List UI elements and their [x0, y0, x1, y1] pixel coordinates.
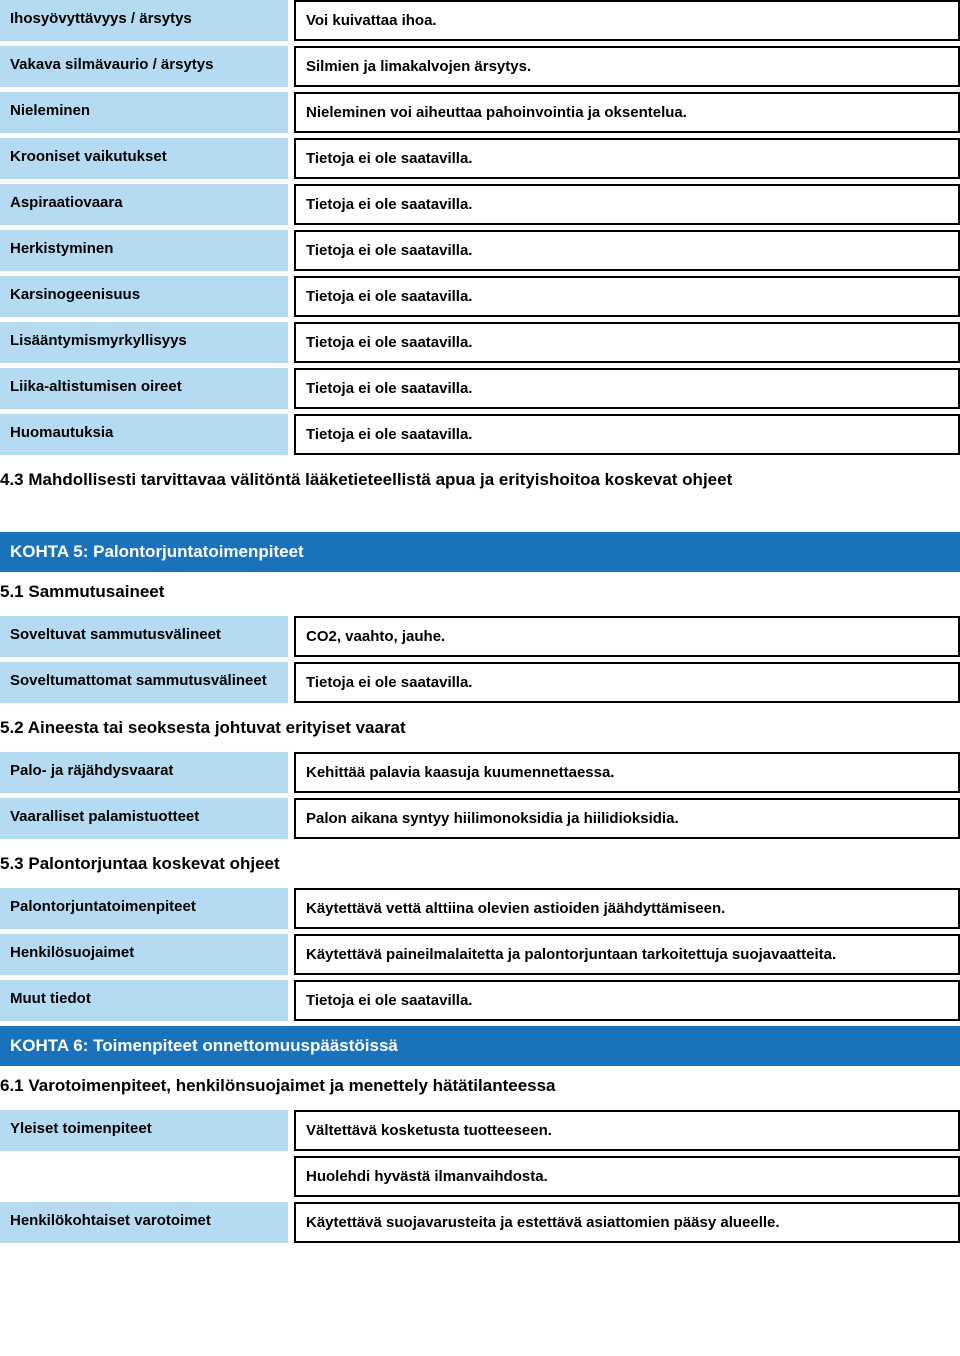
table-row: Muut tiedot Tietoja ei ole saatavilla. — [0, 980, 960, 1021]
row-label: Nieleminen — [0, 92, 288, 133]
row-label: Aspiraatiovaara — [0, 184, 288, 225]
row-label: Henkilösuojaimet — [0, 934, 288, 975]
row-value: Tietoja ei ole saatavilla. — [294, 368, 960, 409]
subheading-4-3: 4.3 Mahdollisesti tarvittavaa välitöntä … — [0, 460, 960, 504]
table-row: Nieleminen Nieleminen voi aiheuttaa paho… — [0, 92, 960, 133]
row-label: Yleiset toimenpiteet — [0, 1110, 288, 1151]
subheading-5-2: 5.2 Aineesta tai seoksesta johtuvat erit… — [0, 708, 960, 752]
row-label: Vaaralliset palamistuotteet — [0, 798, 288, 839]
subheading-5-1: 5.1 Sammutusaineet — [0, 572, 960, 616]
row-value: Tietoja ei ole saatavilla. — [294, 276, 960, 317]
row-value: Käytettävä vettä alttiina olevien astioi… — [294, 888, 960, 929]
row-value: Tietoja ei ole saatavilla. — [294, 322, 960, 363]
row-value: Voi kuivattaa ihoa. — [294, 0, 960, 41]
row-label: Karsinogeenisuus — [0, 276, 288, 317]
row-value: Nieleminen voi aiheuttaa pahoinvointia j… — [294, 92, 960, 133]
row-label: Vakava silmävaurio / ärsytys — [0, 46, 288, 87]
table-row: Soveltuvat sammutusvälineet CO2, vaahto,… — [0, 616, 960, 657]
row-value: CO2, vaahto, jauhe. — [294, 616, 960, 657]
row-label: Lisääntymismyrkyllisyys — [0, 322, 288, 363]
row-label: Herkistyminen — [0, 230, 288, 271]
table-row: Herkistyminen Tietoja ei ole saatavilla. — [0, 230, 960, 271]
row-value: Kehittää palavia kaasuja kuumennettaessa… — [294, 752, 960, 793]
row-value: Tietoja ei ole saatavilla. — [294, 662, 960, 703]
row-label: Huomautuksia — [0, 414, 288, 455]
row-label: Henkilökohtaiset varotoimet — [0, 1202, 288, 1243]
row-label: Muut tiedot — [0, 980, 288, 1021]
row-value: Käytettävä paineilmalaitetta ja palontor… — [294, 934, 960, 975]
row-value: Palon aikana syntyy hiilimonoksidia ja h… — [294, 798, 960, 839]
table-row: Yleiset toimenpiteet Vältettävä kosketus… — [0, 1110, 960, 1151]
row-label: Ihosyövyttävyys / ärsytys — [0, 0, 288, 41]
table-row: Lisääntymismyrkyllisyys Tietoja ei ole s… — [0, 322, 960, 363]
row-value: Huolehdi hyvästä ilmanvaihdosta. — [294, 1156, 960, 1197]
subheading-6-1: 6.1 Varotoimenpiteet, henkilönsuojaimet … — [0, 1066, 960, 1110]
table-row: Ihosyövyttävyys / ärsytys Voi kuivattaa … — [0, 0, 960, 41]
section-header-kohta6: KOHTA 6: Toimenpiteet onnettomuuspäästöi… — [0, 1026, 960, 1066]
table-row: Henkilökohtaiset varotoimet Käytettävä s… — [0, 1202, 960, 1243]
table-row: Palontorjuntatoimenpiteet Käytettävä vet… — [0, 888, 960, 929]
row-label: Liika-altistumisen oireet — [0, 368, 288, 409]
row-value: Tietoja ei ole saatavilla. — [294, 980, 960, 1021]
table-row: Henkilösuojaimet Käytettävä paineilmalai… — [0, 934, 960, 975]
row-label: Soveltuvat sammutusvälineet — [0, 616, 288, 657]
table-row: Huomautuksia Tietoja ei ole saatavilla. — [0, 414, 960, 455]
table-row: Aspiraatiovaara Tietoja ei ole saatavill… — [0, 184, 960, 225]
table-row: Palo- ja räjähdysvaarat Kehittää palavia… — [0, 752, 960, 793]
table-row: Liika-altistumisen oireet Tietoja ei ole… — [0, 368, 960, 409]
row-value: Tietoja ei ole saatavilla. — [294, 230, 960, 271]
row-value: Vältettävä kosketusta tuotteeseen. — [294, 1110, 960, 1151]
table-row: Vaaralliset palamistuotteet Palon aikana… — [0, 798, 960, 839]
subheading-5-3: 5.3 Palontorjuntaa koskevat ohjeet — [0, 844, 960, 888]
row-label: Krooniset vaikutukset — [0, 138, 288, 179]
row-label: Palontorjuntatoimenpiteet — [0, 888, 288, 929]
table-row: Vakava silmävaurio / ärsytys Silmien ja … — [0, 46, 960, 87]
row-value: Tietoja ei ole saatavilla. — [294, 184, 960, 225]
row-label: Palo- ja räjähdysvaarat — [0, 752, 288, 793]
row-value: Käytettävä suojavarusteita ja estettävä … — [294, 1202, 960, 1243]
section-header-kohta5: KOHTA 5: Palontorjuntatoimenpiteet — [0, 532, 960, 572]
table-row: Karsinogeenisuus Tietoja ei ole saatavil… — [0, 276, 960, 317]
row-label: Soveltumattomat sammutusvälineet — [0, 662, 288, 703]
table-row: Soveltumattomat sammutusvälineet Tietoja… — [0, 662, 960, 703]
table-row: Krooniset vaikutukset Tietoja ei ole saa… — [0, 138, 960, 179]
row-value: Tietoja ei ole saatavilla. — [294, 414, 960, 455]
row-value: Silmien ja limakalvojen ärsytys. — [294, 46, 960, 87]
row-value: Tietoja ei ole saatavilla. — [294, 138, 960, 179]
table-row: Huolehdi hyvästä ilmanvaihdosta. — [0, 1156, 960, 1197]
